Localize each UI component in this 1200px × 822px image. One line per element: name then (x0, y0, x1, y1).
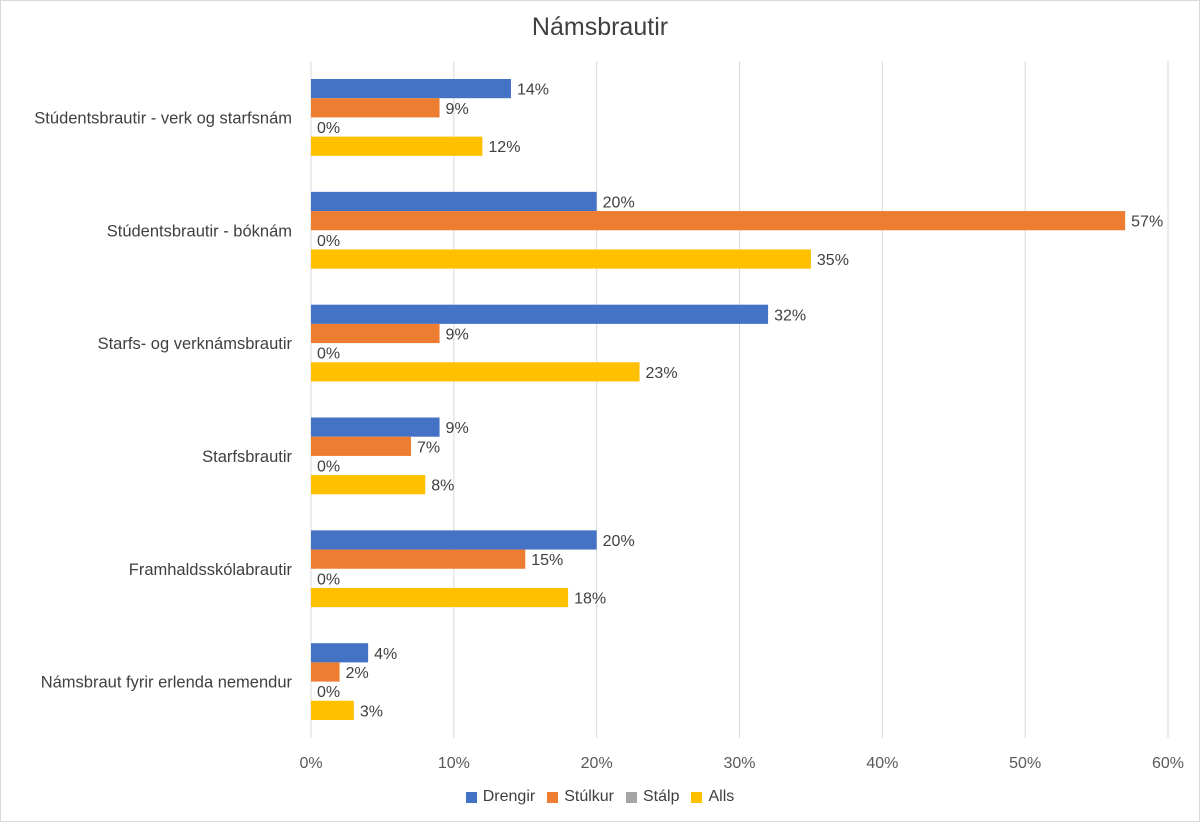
x-tick-label: 30% (723, 755, 755, 772)
bar (311, 304, 769, 324)
bar (311, 587, 569, 608)
plot-area: 0% 10% 20% 30% 40% 50% 60% Stúdentsbrautir - ve… (34, 61, 1184, 772)
x-tick-label: 20% (581, 755, 613, 772)
data-label: 57% (1131, 214, 1163, 231)
data-label: 9% (446, 420, 469, 437)
legend-label: Drengir (482, 788, 536, 805)
data-label: 35% (817, 252, 849, 269)
data-label: 0% (317, 684, 340, 701)
bar (311, 436, 411, 456)
data-label: 0% (317, 233, 340, 250)
legend-label: Stálp (643, 788, 680, 805)
x-tick-label: 0% (299, 755, 322, 772)
legend-item: Alls (691, 788, 734, 806)
data-label: 0% (317, 571, 340, 588)
legend-label: Stúlkur (564, 788, 614, 805)
bar (311, 549, 526, 569)
data-label: 23% (646, 365, 678, 382)
legend-item: Stúlkur (547, 788, 614, 806)
bar (311, 323, 440, 344)
x-tick-label: 50% (1009, 755, 1041, 772)
x-tick-label: 60% (1152, 755, 1184, 772)
category-label: Starfs- og verknámsbrautir (98, 335, 293, 353)
x-tick-label: 40% (866, 755, 898, 772)
bar (311, 191, 597, 212)
bar (311, 530, 597, 550)
data-label: 32% (774, 307, 806, 324)
data-label: 0% (317, 120, 340, 137)
data-label: 12% (488, 139, 520, 156)
data-label: 2% (346, 665, 369, 682)
data-label: 20% (603, 194, 635, 211)
bar (311, 417, 440, 437)
x-tick-label: 10% (438, 755, 470, 772)
bar (311, 136, 483, 156)
data-label: 9% (446, 326, 469, 343)
data-label: 9% (446, 101, 469, 118)
bar (311, 98, 440, 118)
bar (311, 700, 354, 720)
category-label: Framhaldsskólabrautir (129, 561, 293, 579)
data-label: 14% (517, 82, 549, 99)
legend-label: Alls (708, 788, 735, 805)
legend-swatch (547, 791, 559, 803)
legend: Drengir Stúlkur Stálp Alls (1, 788, 1199, 806)
category-label: Starfsbrautir (202, 448, 292, 466)
bar (311, 643, 369, 663)
data-label: 3% (360, 703, 383, 720)
legend-swatch (626, 791, 637, 803)
legend-item: Drengir (465, 788, 536, 806)
legend-swatch (465, 791, 477, 803)
chart-title: Námsbrautir (531, 13, 669, 41)
data-label: 18% (574, 591, 606, 608)
category-label: Stúdentsbrautir - verk og starfsnám (34, 109, 292, 127)
data-label: 8% (431, 478, 454, 495)
data-label: 0% (317, 346, 340, 363)
bar (311, 249, 811, 269)
legend-item: Stálp (626, 788, 679, 806)
data-label: 4% (374, 646, 397, 663)
data-label: 0% (317, 459, 340, 476)
category-label: Námsbraut fyrir erlenda nemendur (41, 674, 293, 692)
bar (311, 662, 340, 682)
bar (311, 362, 640, 382)
category-label: Stúdentsbrautir - bóknám (107, 222, 292, 240)
bar (311, 475, 426, 495)
data-label: 20% (603, 533, 635, 550)
bar (311, 211, 1126, 231)
data-label: 15% (531, 552, 563, 569)
legend-swatch (691, 791, 703, 803)
bar (311, 79, 511, 99)
data-label: 7% (417, 439, 440, 456)
